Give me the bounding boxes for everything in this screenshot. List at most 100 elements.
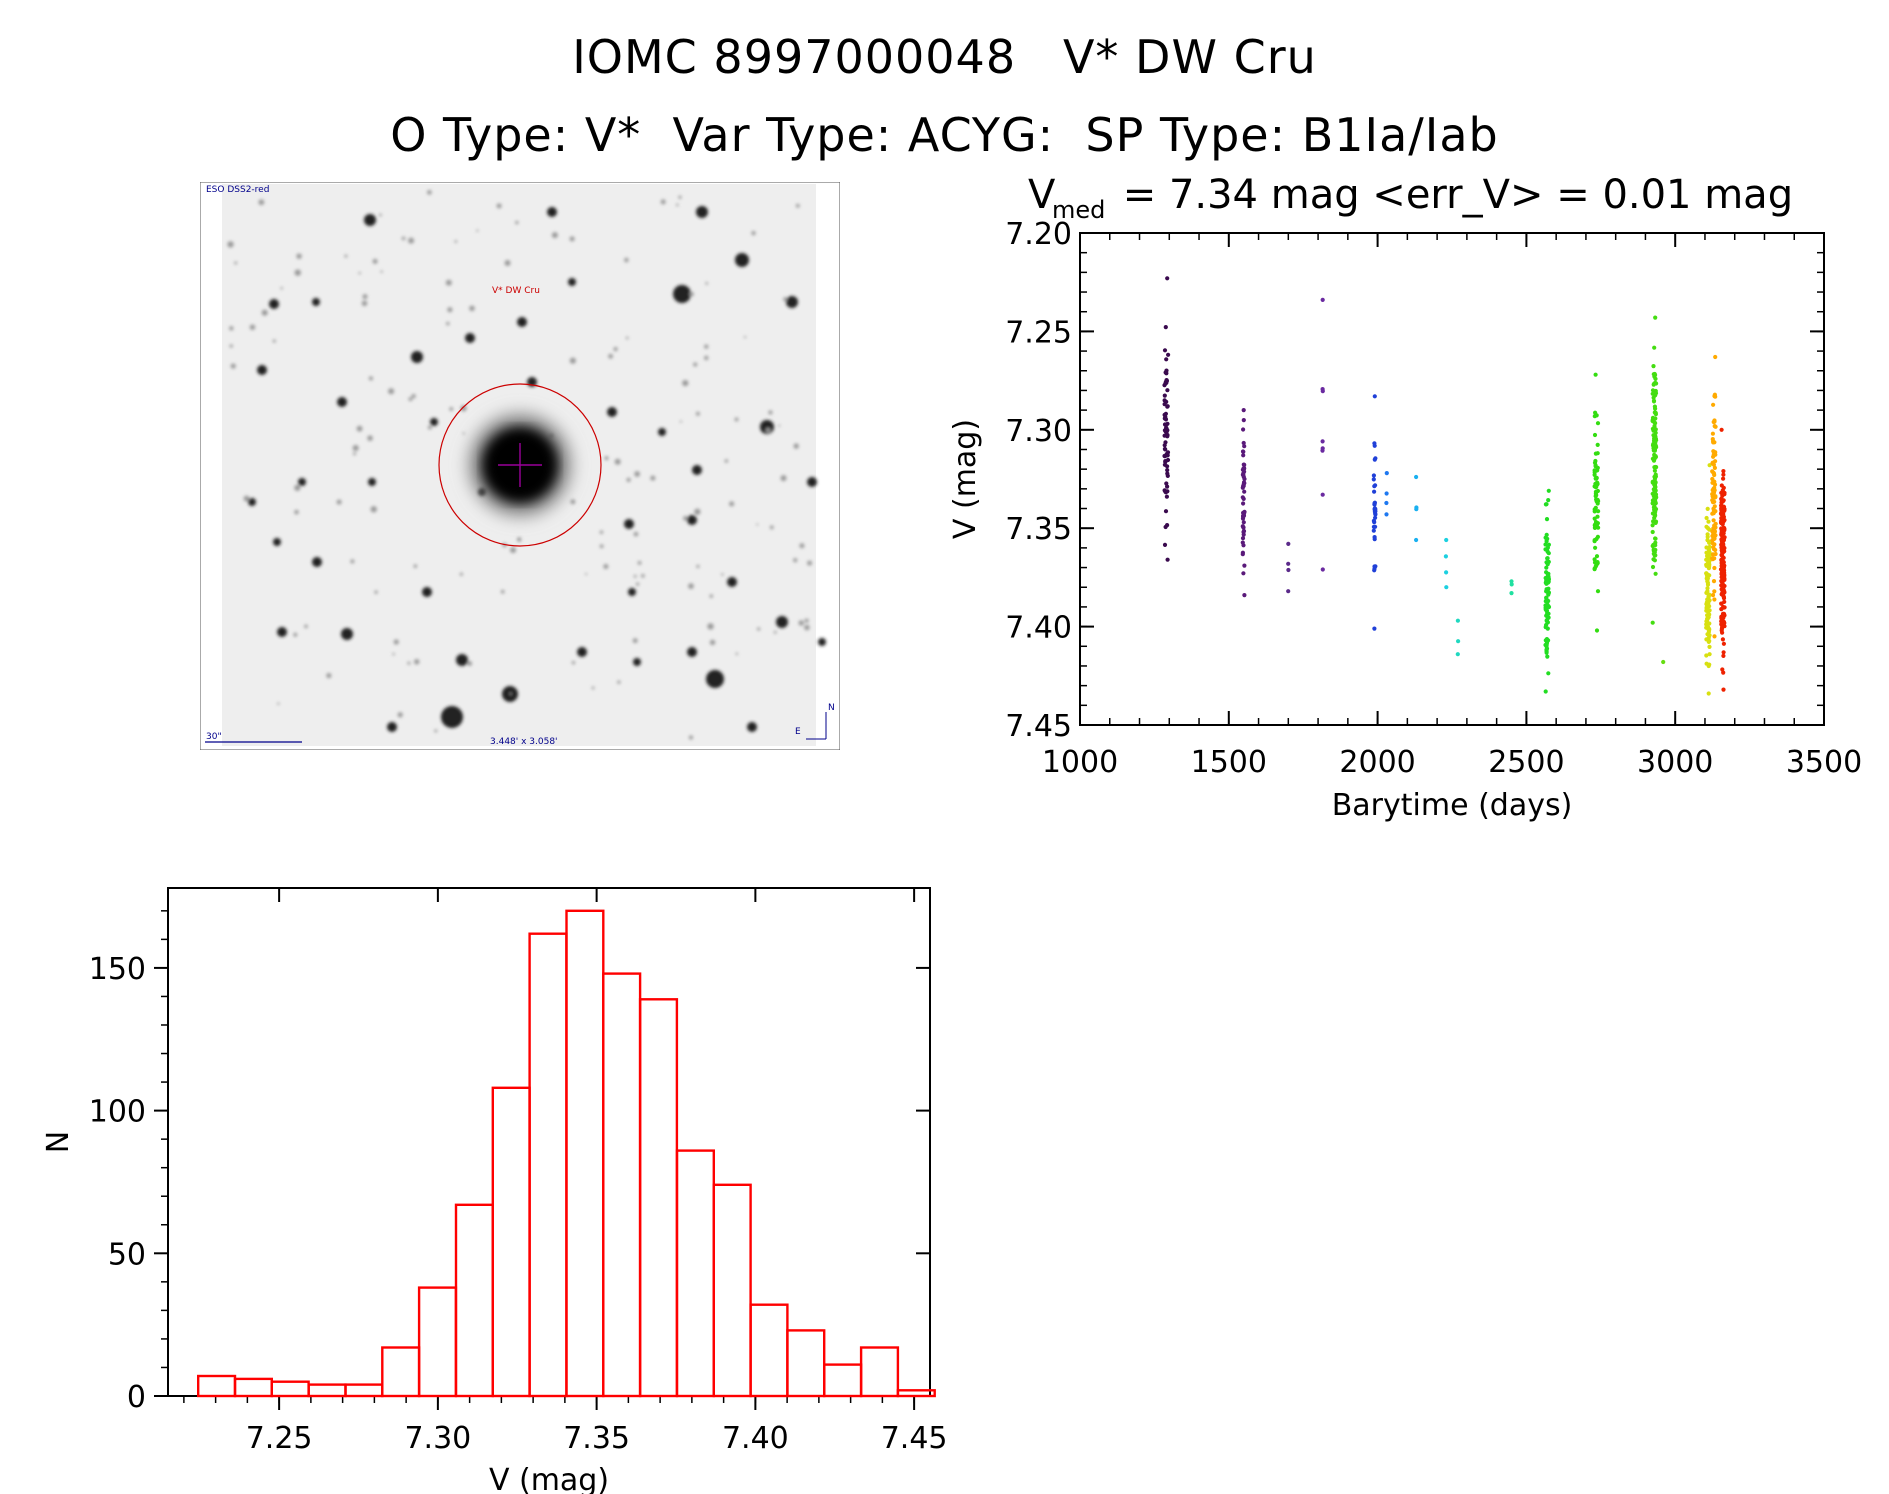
faint-field-star bbox=[688, 583, 694, 589]
light-curve-point bbox=[1592, 509, 1597, 514]
light-curve-point bbox=[1240, 536, 1246, 541]
light-curve-point bbox=[1241, 408, 1246, 413]
light-curve-point bbox=[1373, 507, 1378, 512]
light-curve-point bbox=[1242, 510, 1247, 515]
histogram-bar bbox=[270, 1380, 310, 1398]
light-curve-point bbox=[1241, 466, 1246, 472]
light-curve-point bbox=[1242, 444, 1247, 449]
faint-field-star bbox=[258, 199, 265, 206]
x-tick-label: 1000 bbox=[1042, 745, 1118, 780]
field-star bbox=[337, 397, 347, 407]
faint-field-star bbox=[693, 362, 698, 367]
light-curve-point bbox=[1372, 502, 1377, 507]
faint-field-star bbox=[393, 639, 399, 645]
light-curve-point bbox=[1372, 441, 1377, 446]
faint-field-star bbox=[411, 393, 416, 399]
faint-field-star bbox=[591, 686, 595, 690]
light-curve-point bbox=[1414, 507, 1419, 512]
light-curve-point bbox=[1653, 412, 1658, 417]
faint-field-star bbox=[509, 692, 512, 695]
light-curve-point bbox=[1722, 490, 1727, 495]
light-curve-point bbox=[1653, 543, 1658, 548]
field-star bbox=[341, 628, 353, 640]
light-curve-point bbox=[1719, 601, 1724, 606]
x-tick-label: 3000 bbox=[1637, 745, 1713, 780]
faint-field-star bbox=[476, 229, 479, 232]
field-star bbox=[422, 587, 432, 597]
light-curve-point bbox=[1163, 440, 1168, 445]
light-curve-point bbox=[1713, 547, 1718, 553]
light-curve-point bbox=[1720, 504, 1725, 509]
light-curve-point bbox=[1545, 556, 1550, 561]
field-star bbox=[786, 296, 798, 308]
light-curve-point bbox=[1242, 476, 1247, 482]
light-curve-point bbox=[1164, 380, 1169, 385]
light-curve-point bbox=[1653, 571, 1658, 576]
light-curve-point bbox=[1544, 565, 1549, 570]
field-star bbox=[312, 557, 322, 567]
light-curve-point bbox=[1594, 628, 1600, 633]
x-tick-label: 2000 bbox=[1339, 745, 1415, 780]
light-curve-point bbox=[1653, 434, 1658, 439]
light-curve-point bbox=[1705, 586, 1710, 591]
faint-field-star bbox=[551, 232, 558, 239]
light-curve-point bbox=[1652, 468, 1657, 473]
light-curve-point bbox=[1651, 547, 1656, 552]
light-curve-point bbox=[1373, 564, 1378, 569]
faint-field-star bbox=[624, 257, 629, 263]
light-curve-point bbox=[1241, 453, 1246, 458]
light-curve-point bbox=[1653, 513, 1658, 518]
light-curve-point bbox=[1162, 348, 1168, 353]
light-curve-point bbox=[1373, 524, 1378, 529]
faint-field-star bbox=[676, 203, 679, 207]
faint-field-star bbox=[709, 639, 716, 646]
histogram-bar bbox=[638, 998, 679, 1398]
faint-field-star bbox=[585, 573, 588, 576]
light-curve-point bbox=[1162, 422, 1168, 427]
light-curve-point bbox=[1546, 498, 1551, 503]
faint-field-star bbox=[277, 702, 280, 705]
light-curve-point bbox=[1650, 564, 1656, 570]
field-star bbox=[312, 298, 320, 306]
light-curve-point bbox=[1596, 525, 1601, 530]
faint-field-star bbox=[608, 353, 614, 359]
light-curve-axes-frame bbox=[1079, 232, 1825, 726]
light-curve-point bbox=[1544, 532, 1549, 538]
light-curve-point bbox=[1704, 515, 1709, 521]
light-curve-point bbox=[1720, 582, 1725, 587]
faint-field-star bbox=[243, 495, 250, 502]
faint-field-star bbox=[804, 618, 809, 623]
faint-field-star bbox=[294, 509, 299, 515]
light-curve-point bbox=[1241, 427, 1246, 432]
light-curve-point bbox=[1721, 641, 1726, 646]
light-curve-point bbox=[1163, 325, 1168, 330]
light-curve-point bbox=[1719, 497, 1724, 502]
light-curve-point bbox=[1241, 462, 1246, 467]
light-curve-title-v: V bbox=[1028, 172, 1056, 218]
light-curve-point bbox=[1595, 514, 1600, 519]
light-curve-point bbox=[1545, 654, 1550, 659]
light-curve-point bbox=[1707, 540, 1712, 545]
field-size-label: 3.448' x 3.058' bbox=[490, 737, 558, 747]
light-curve-point bbox=[1241, 543, 1246, 548]
light-curve-point bbox=[1654, 381, 1659, 386]
faint-field-star bbox=[695, 411, 700, 416]
faint-field-star bbox=[807, 560, 813, 566]
field-star bbox=[298, 478, 306, 486]
light-curve-point bbox=[1543, 542, 1548, 547]
histogram-xlabel: V (mag) bbox=[489, 1463, 609, 1494]
light-curve-point bbox=[1712, 465, 1717, 470]
light-curve-point bbox=[1163, 411, 1168, 416]
field-star bbox=[273, 538, 281, 546]
faint-field-star bbox=[599, 544, 604, 549]
light-curve-point bbox=[1165, 388, 1170, 393]
y-tick-label: 7.25 bbox=[1005, 315, 1072, 350]
light-curve-point bbox=[1721, 476, 1726, 481]
light-curve-point bbox=[1320, 567, 1325, 572]
light-curve-point bbox=[1545, 602, 1550, 607]
faint-field-star bbox=[229, 344, 233, 348]
faint-field-star bbox=[434, 729, 438, 733]
faint-field-star bbox=[709, 594, 714, 598]
light-curve-point bbox=[1240, 485, 1245, 490]
light-curve-point bbox=[1241, 440, 1246, 446]
